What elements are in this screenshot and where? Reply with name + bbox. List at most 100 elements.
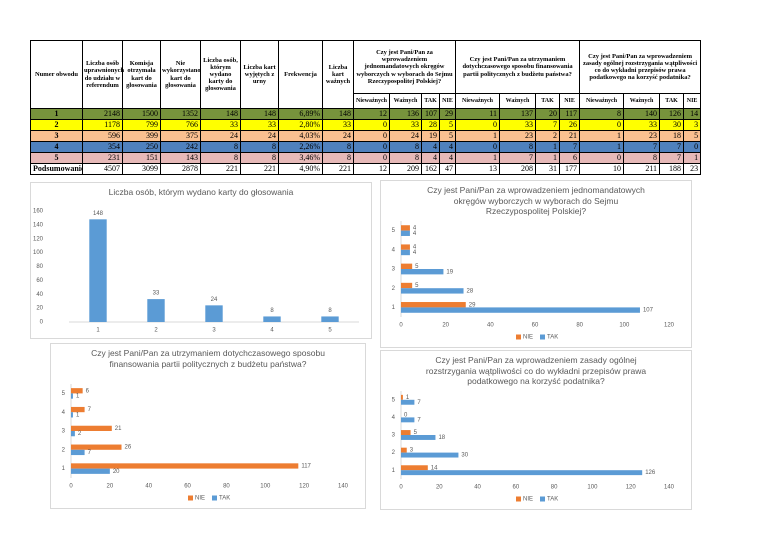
- y-tick-label: 3: [392, 433, 396, 439]
- value-label: 14: [431, 465, 438, 471]
- cell: 23: [683, 163, 702, 175]
- y-tick-label: 2: [392, 450, 396, 456]
- column-header: Nie wykorzystano kart do głosowania: [160, 40, 201, 109]
- value-label: 8: [328, 308, 332, 314]
- cell: 107: [421, 108, 440, 120]
- value-label: 4: [413, 250, 417, 256]
- bar: [401, 452, 459, 458]
- x-tick-label: 100: [587, 485, 598, 491]
- cell: 4: [439, 141, 456, 153]
- cell: 6: [558, 152, 581, 164]
- cell: 375: [160, 130, 201, 142]
- value-label: 4: [413, 231, 417, 237]
- table-row: 1 2148 1500 1352 148 148 6,89% 148 12 136 107 29 11 1…: [30, 108, 702, 120]
- cell: 148: [240, 108, 279, 120]
- legend-label: TAK: [547, 497, 558, 503]
- cell: 20: [535, 108, 560, 120]
- cell: 151: [122, 152, 161, 164]
- subcolumn-header: TAK: [535, 93, 560, 109]
- cell: 33: [240, 119, 279, 131]
- x-tick-label: 140: [338, 484, 349, 490]
- cell: 0: [455, 119, 500, 131]
- cell: 7: [623, 141, 661, 153]
- value-label: 20: [113, 469, 120, 475]
- cell: 33: [200, 119, 241, 131]
- cell: 1: [579, 141, 625, 153]
- x-tick-label: 100: [260, 484, 271, 490]
- subcolumn-header: NIE: [439, 93, 456, 109]
- y-tick-label: 4: [62, 410, 66, 416]
- y-tick-label: 40: [36, 292, 43, 298]
- row-label: 3: [30, 130, 83, 142]
- cell: 8: [389, 152, 422, 164]
- bar: [71, 388, 83, 394]
- bar: [71, 463, 299, 469]
- cell: 3: [683, 119, 702, 131]
- cell: 24: [322, 130, 354, 142]
- cell: 354: [82, 141, 123, 153]
- bar: [401, 399, 415, 405]
- table-head: Numer obwodu Liczba osób uprawnionych do …: [30, 40, 702, 109]
- cell: 12: [353, 163, 390, 175]
- cell: 33: [322, 119, 354, 131]
- bar: [401, 465, 428, 471]
- cell: 24: [200, 130, 241, 142]
- cell: 26: [558, 119, 581, 131]
- value-label: 0: [404, 413, 408, 419]
- cell: 1: [535, 152, 560, 164]
- subcolumn-header: Ważnych: [389, 93, 422, 109]
- cell: 399: [122, 130, 161, 142]
- results-table: Numer obwodu Liczba osób uprawnionych do …: [30, 40, 702, 175]
- row-label: 2: [30, 119, 83, 131]
- y-tick-label: 5: [392, 397, 396, 403]
- cell: 33: [499, 119, 536, 131]
- value-label: 7: [88, 450, 92, 456]
- bar: [401, 307, 640, 313]
- cell: 2: [535, 130, 560, 142]
- value-label: 117: [301, 464, 311, 470]
- value-label: 5: [415, 264, 419, 270]
- bar: [401, 430, 411, 435]
- bar: [401, 288, 464, 294]
- subcolumn-header: Ważnych: [499, 93, 536, 109]
- legend-label: TAK: [219, 496, 230, 502]
- cell: 24: [240, 130, 279, 142]
- legend-swatch: [540, 334, 545, 340]
- y-tick-label: 2: [392, 286, 396, 292]
- legend-swatch: [212, 495, 217, 501]
- cell: 47: [439, 163, 456, 175]
- column-header: Liczba kart ważnych: [322, 40, 354, 109]
- column-header: Frekwencja: [278, 40, 323, 109]
- value-label: 126: [645, 470, 656, 476]
- cell: 136: [389, 108, 422, 120]
- cell: 5: [683, 130, 702, 142]
- value-label: 3: [410, 448, 414, 454]
- x-tick-label: 80: [551, 485, 558, 491]
- cell: 23: [623, 130, 661, 142]
- cell: 4,03%: [278, 130, 323, 142]
- subheader-row: Nieważnych Ważnych TAK NIE Nieważnych Ważnych…: [31, 93, 702, 109]
- cell: 0: [353, 141, 390, 153]
- subcolumn-header: TAK: [421, 93, 440, 109]
- y-tick-label: 20: [36, 306, 43, 312]
- value-label: 7: [88, 407, 92, 413]
- cell: 242: [160, 141, 201, 153]
- x-tick-label: 120: [299, 484, 310, 490]
- column-header: Liczba osób, którym wydano karty do głos…: [200, 40, 241, 109]
- y-tick-label: 4: [392, 247, 396, 253]
- x-tick-label: 0: [69, 484, 73, 490]
- cell: 11: [455, 108, 500, 120]
- cell: 24: [389, 130, 422, 142]
- subcolumn-header: TAK: [659, 93, 685, 109]
- legend-swatch: [540, 496, 545, 502]
- legend-label: NIE: [523, 497, 533, 503]
- cell: 2878: [160, 163, 201, 175]
- value-label: 8: [270, 308, 274, 314]
- cell: 596: [82, 130, 123, 142]
- x-tick-label: 80: [223, 484, 230, 490]
- y-tick-label: 80: [36, 264, 43, 270]
- cell: 126: [659, 108, 685, 120]
- x-tick-label: 100: [619, 323, 630, 329]
